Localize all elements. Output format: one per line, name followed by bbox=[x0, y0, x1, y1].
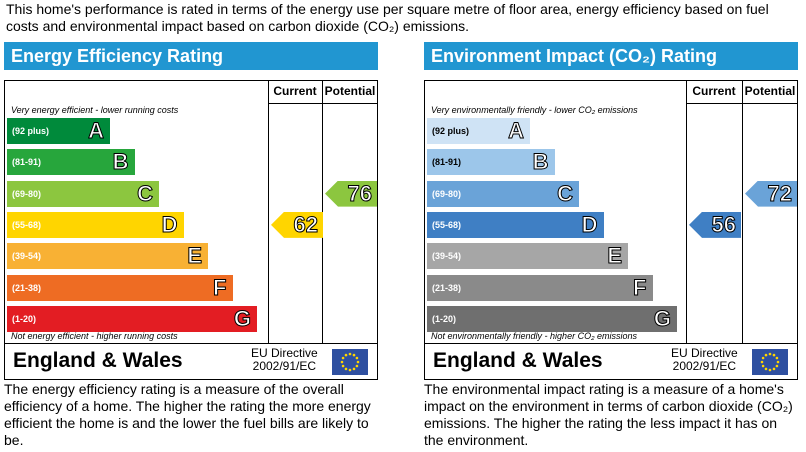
band-range-label: (92 plus) bbox=[432, 126, 470, 136]
band-letter: B bbox=[532, 149, 549, 175]
rating-band-b: (81-91) B bbox=[427, 149, 555, 176]
eu-directive: EU Directive 2002/91/EC bbox=[251, 347, 318, 373]
band-letter: B bbox=[112, 149, 129, 175]
band-range-label: (39-54) bbox=[12, 251, 42, 262]
band-letter: G bbox=[233, 305, 251, 331]
band-range-label: (39-54) bbox=[432, 251, 462, 262]
band-letter: E bbox=[607, 243, 623, 269]
current-rating-arrow: 56 bbox=[689, 211, 741, 238]
directive-line-1: EU Directive bbox=[671, 346, 738, 360]
band-range-label: (55-68) bbox=[432, 219, 462, 230]
eu-directive: EU Directive 2002/91/EC bbox=[671, 347, 738, 373]
column-potential-header: Potential bbox=[744, 84, 796, 98]
band-letter: E bbox=[187, 243, 203, 269]
column-potential-header: Potential bbox=[324, 84, 376, 98]
potential-rating-arrow: 72 bbox=[745, 180, 797, 207]
band-letter: D bbox=[581, 211, 598, 237]
rating-frame: Current Potential Very energy efficient … bbox=[4, 80, 378, 380]
eu-flag-icon bbox=[752, 349, 788, 375]
rating-band-a: (92 plus) A bbox=[7, 118, 110, 144]
rating-description: The environmental impact rating is a mea… bbox=[424, 381, 793, 448]
band-range-label: (1-20) bbox=[12, 313, 37, 324]
rating-band-c: (69-80) C bbox=[427, 180, 579, 207]
rating-band-g: (1-20) G bbox=[7, 305, 257, 332]
rating-band-d: (55-68) D bbox=[427, 211, 604, 238]
rating-band-e: (39-54) E bbox=[7, 243, 208, 270]
band-letter: C bbox=[137, 180, 154, 206]
region-label: England & Wales bbox=[13, 349, 183, 372]
panel-title: Environment Impact (CO₂) Rating bbox=[424, 42, 798, 70]
energy-efficiency-panel: Energy Efficiency Rating Current Potenti… bbox=[4, 42, 378, 448]
rating-band-c: (69-80) C bbox=[7, 180, 159, 207]
band-range-label: (69-80) bbox=[12, 188, 42, 199]
eu-flag-icon bbox=[332, 349, 368, 375]
band-letter: A bbox=[88, 118, 105, 144]
rating-band-e: (39-54) E bbox=[427, 243, 628, 270]
band-letter: C bbox=[557, 180, 574, 206]
band-letter: F bbox=[633, 274, 647, 300]
current-rating-arrow: 62 bbox=[271, 211, 323, 238]
rating-band-a: (92 plus) A bbox=[427, 118, 530, 144]
directive-line-1: EU Directive bbox=[251, 346, 318, 360]
band-range-label: (55-68) bbox=[12, 219, 42, 230]
rating-band-b: (81-91) B bbox=[7, 149, 135, 176]
band-letter: G bbox=[653, 305, 671, 331]
intro-text: This home's performance is rated in term… bbox=[6, 1, 769, 34]
column-current-header: Current bbox=[273, 84, 317, 98]
band-range-label: (81-91) bbox=[432, 157, 462, 168]
bottom-note: Not energy efficient - higher running co… bbox=[11, 331, 178, 341]
band-range-label: (21-38) bbox=[432, 282, 462, 293]
directive-line-2: 2002/91/EC bbox=[672, 359, 737, 373]
panel-title: Energy Efficiency Rating bbox=[4, 42, 378, 70]
band-range-label: (92 plus) bbox=[12, 126, 50, 136]
rating-band-d: (55-68) D bbox=[7, 211, 184, 238]
band-range-label: (69-80) bbox=[432, 188, 462, 199]
region-label: England & Wales bbox=[433, 349, 603, 372]
rating-band-f: (21-38) F bbox=[7, 274, 233, 301]
rating-frame: Current Potential Very environmentally f… bbox=[424, 80, 798, 380]
band-range-label: (1-20) bbox=[432, 313, 457, 324]
environment-impact-panel: Environment Impact (CO₂) Rating Current … bbox=[424, 42, 798, 448]
band-range-label: (81-91) bbox=[12, 157, 42, 168]
potential-rating-arrow: 76 bbox=[325, 180, 377, 207]
band-range-label: (21-38) bbox=[12, 282, 42, 293]
column-current-header: Current bbox=[692, 84, 736, 98]
top-note: Very environmentally friendly - lower CO… bbox=[431, 105, 638, 115]
top-note: Very energy efficient - lower running co… bbox=[11, 105, 179, 115]
band-letter: A bbox=[508, 118, 525, 144]
directive-line-2: 2002/91/EC bbox=[252, 359, 317, 373]
band-letter: F bbox=[213, 274, 227, 300]
bottom-note: Not environmentally friendly - higher CO… bbox=[431, 331, 638, 341]
band-letter: D bbox=[161, 211, 178, 237]
rating-band-g: (1-20) G bbox=[427, 305, 677, 332]
rating-description: The energy efficiency rating is a measur… bbox=[4, 381, 371, 448]
rating-band-f: (21-38) F bbox=[427, 274, 653, 301]
